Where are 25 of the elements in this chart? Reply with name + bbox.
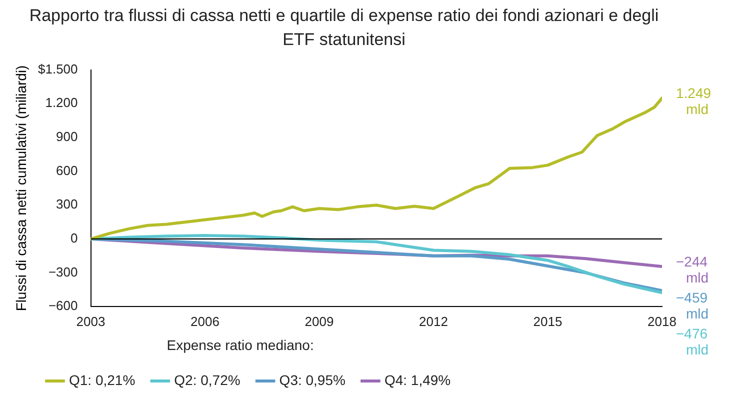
data-label: −244 mld bbox=[676, 253, 709, 286]
x-tick-label: 2003 bbox=[76, 314, 106, 329]
y-tick-label: 300 bbox=[56, 196, 78, 212]
data-label: −476 mld bbox=[676, 325, 709, 358]
legend-title: Expense ratio mediano: bbox=[166, 337, 314, 354]
legend-label: Q2: 0,72% bbox=[174, 372, 240, 388]
y-tick-label: 0 bbox=[70, 230, 78, 246]
chart-title: Rapporto tra flussi di cassa netti e quartile di expense ratio dei fondi azionari e degli ETF statunitensi bbox=[28, 5, 660, 51]
x-tick-label: 2009 bbox=[304, 314, 334, 329]
y-tick-label: 1.200 bbox=[45, 95, 78, 110]
legend-label: Q4: 1,49% bbox=[384, 372, 451, 388]
y-tick-label: 600 bbox=[56, 162, 78, 178]
x-tick-label: 2018 bbox=[648, 314, 676, 329]
legend-label: Q1: 0,21% bbox=[69, 372, 136, 388]
data-label: −459 mld bbox=[676, 289, 709, 322]
y-axis-title: Flussi di cassa netti cumulativi (miliardi) bbox=[12, 65, 29, 312]
x-tick-label: 2006 bbox=[190, 314, 220, 329]
y-tick-label: $1.500 bbox=[38, 61, 78, 76]
y-tick-label: 900 bbox=[56, 129, 78, 144]
y-tick-label: −600 bbox=[48, 298, 78, 314]
legend-label: Q3: 0,95% bbox=[279, 372, 346, 388]
y-tick-label: −300 bbox=[48, 264, 78, 280]
x-tick-label: 2012 bbox=[419, 314, 448, 329]
x-tick-label: 2015 bbox=[533, 314, 562, 329]
data-label: 1.249 mld bbox=[676, 84, 712, 117]
